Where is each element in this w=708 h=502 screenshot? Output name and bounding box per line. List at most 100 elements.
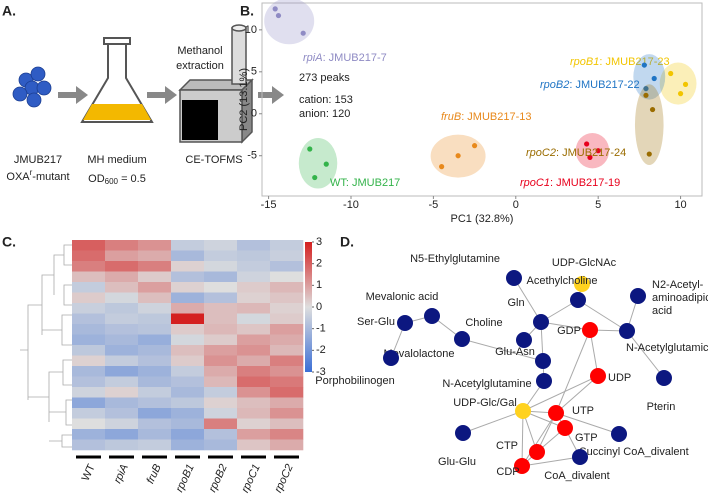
colorbar-label: -2 [316, 344, 326, 356]
heatmap-cell [204, 418, 238, 430]
node-label: Succinyl CoA_divalent [579, 446, 688, 458]
heatmap-cell [138, 334, 172, 346]
edge [462, 410, 524, 434]
heatmap-cell [270, 397, 304, 409]
heatmap-cell [72, 292, 106, 304]
heatmap-cell [171, 397, 205, 409]
legend-strain: : JMUB217-23 [599, 56, 669, 68]
heatmap-cell [171, 271, 205, 283]
legend-name: fruB [441, 111, 461, 123]
x-tick-label: fruB [144, 462, 163, 485]
heatmap-cell [204, 439, 238, 451]
heatmap-cell [105, 397, 139, 409]
heatmap-cell [105, 387, 139, 398]
heatmap-cell [204, 324, 238, 335]
heatmap-cell [138, 240, 172, 251]
point [455, 153, 461, 159]
edge [555, 375, 599, 414]
x-tick-label: rpoB1 [174, 462, 197, 494]
heatmap-cell [138, 408, 172, 419]
node [515, 403, 531, 419]
heatmap-cell [105, 355, 139, 367]
node-label: CoA_divalent [544, 470, 609, 482]
heatmap-cell [105, 376, 139, 388]
point [471, 143, 478, 149]
heatmap-cell [237, 429, 271, 440]
heatmap-cell [171, 324, 205, 335]
dendrogram [20, 244, 72, 448]
node-label: Ser-Glu [357, 316, 395, 328]
node-label: N-Acetylglutamine [442, 378, 531, 390]
node-label: GDP [557, 325, 581, 337]
heatmap-cell [204, 355, 238, 367]
heatmap-cell [138, 355, 172, 367]
edge [521, 410, 524, 467]
colorbar-label: -3 [316, 366, 326, 378]
legend-strain: : JMUB217-13 [461, 111, 531, 123]
legend-strain: : JMUB217-22 [569, 79, 639, 91]
heatmap-cell [237, 240, 271, 251]
node-label: UDP [608, 372, 631, 384]
node-label: Gln [507, 297, 524, 309]
node-label: GTP [575, 432, 598, 444]
point [300, 30, 306, 36]
heatmap-cell [105, 345, 139, 356]
point [584, 141, 590, 147]
edge [461, 338, 544, 362]
heatmap-cell [72, 418, 106, 430]
heatmap-cell [171, 387, 205, 398]
x-axis-label: PC1 (32.8%) [451, 213, 514, 225]
heatmap-cell [72, 366, 106, 377]
heatmap-cell [204, 334, 238, 346]
heatmap-cell [171, 334, 205, 346]
heatmap-cell [72, 387, 106, 398]
node-label: CTP [496, 440, 518, 452]
node-label: UDP-Glc/Gal [453, 397, 517, 409]
heatmap-cell [105, 292, 139, 304]
heatmap-cell [237, 261, 271, 272]
heatmap-cell [72, 439, 106, 451]
x-tick-label: rpiA [112, 462, 131, 485]
point [272, 6, 278, 12]
point [595, 148, 601, 154]
heatmap-cell [171, 429, 205, 440]
node-label: Choline [465, 317, 502, 329]
heatmap-cell [237, 418, 271, 430]
bacteria-cluster [12, 66, 52, 108]
heatmap-cell [72, 408, 106, 419]
heatmap-cell [270, 418, 304, 430]
heatmap-cell [171, 282, 205, 293]
od-label: OD600 = 0.5 [88, 173, 146, 186]
node [590, 368, 606, 384]
edge [521, 412, 557, 467]
node [535, 353, 551, 369]
arrows [58, 86, 284, 104]
heatmap-cell [72, 250, 106, 262]
node [533, 314, 549, 330]
heatmap-cell [171, 240, 205, 251]
colorbar-label: 0 [316, 301, 322, 313]
x-tick-label: -15 [261, 199, 277, 211]
x-tick-label: 5 [595, 199, 601, 211]
heatmap-cell [138, 418, 172, 430]
point [646, 151, 652, 157]
heatmap-cell [270, 355, 304, 367]
legend-strain: : JMUB217-7 [323, 52, 387, 64]
node-label: Pterin [647, 401, 676, 413]
heatmap-cell [270, 408, 304, 419]
node [514, 458, 530, 474]
edge [626, 330, 665, 379]
heatmap-cell [237, 376, 271, 388]
extraction-label: extraction [176, 60, 224, 72]
heatmap-cell [72, 355, 106, 367]
heatmap-cell [204, 271, 238, 283]
heatmap-cell [204, 376, 238, 388]
edge [555, 329, 591, 414]
heatmap-cell [270, 334, 304, 346]
node-label: Mevalonic acid [366, 291, 439, 303]
panel-label: D. [340, 234, 354, 250]
heatmap-cell [204, 408, 238, 419]
heatmap-cell [237, 439, 271, 451]
heatmap-cell [72, 271, 106, 283]
heatmap-cell [171, 355, 205, 367]
